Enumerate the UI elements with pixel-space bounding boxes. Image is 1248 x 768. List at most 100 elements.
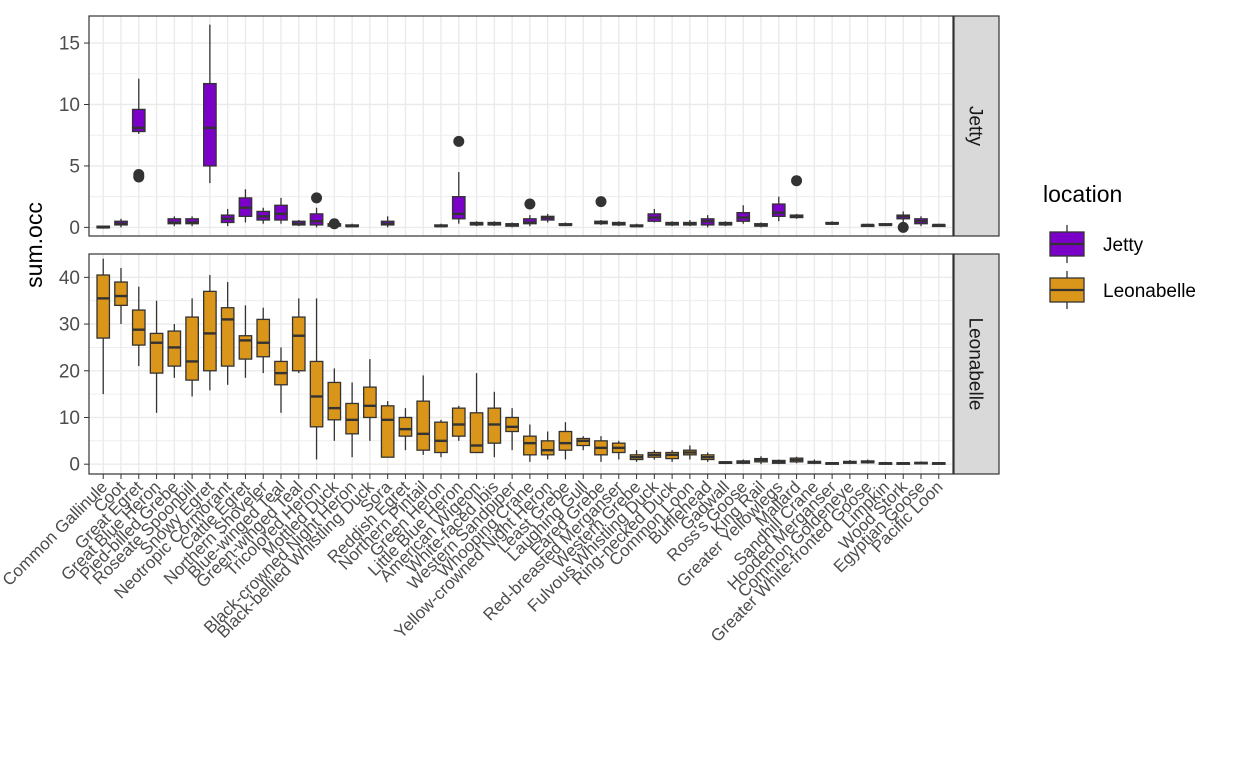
box-leonabelle-36: [736, 459, 751, 465]
box-body: [291, 316, 306, 372]
legend-key-jetty: [1049, 225, 1085, 263]
y-tick-label: 5: [69, 156, 80, 177]
box-body: [167, 218, 182, 225]
box-leonabelle-25: [540, 431, 555, 460]
box-body: [309, 360, 324, 428]
box-body: [96, 274, 111, 339]
legend: location Jetty Leonabelle: [1043, 181, 1196, 309]
box-leonabelle-20: [451, 405, 466, 441]
box-jetty-47: [931, 223, 946, 228]
box-body: [185, 218, 199, 225]
box-body: [380, 405, 395, 458]
box-leonabelle-7: [220, 282, 235, 385]
box-jetty-21: [469, 221, 484, 227]
box-jetty-11: [291, 220, 306, 227]
box-jetty-24: [523, 215, 537, 227]
box-body: [523, 435, 537, 456]
box-body: [131, 309, 146, 346]
box-jetty-39: [789, 213, 804, 219]
box-leonabelle-35: [718, 461, 733, 465]
box-body: [274, 204, 288, 221]
box-leonabelle-46: [914, 461, 928, 465]
box-jetty-6: [203, 24, 217, 184]
box-body: [203, 82, 217, 167]
box-leonabelle-28: [594, 436, 608, 462]
box-jetty-41: [825, 221, 839, 225]
box-leonabelle-40: [807, 459, 822, 465]
legend-label: Leonabelle: [1103, 281, 1196, 302]
box-leonabelle-2: [131, 286, 146, 367]
legend-label: Jetty: [1103, 235, 1144, 256]
box-leonabelle-42: [843, 459, 857, 465]
box-leonabelle-5: [185, 298, 199, 397]
box-jetty-8: [238, 189, 253, 223]
box-leonabelle-27: [576, 436, 591, 451]
box-body: [185, 316, 199, 381]
box-leonabelle-47: [931, 462, 946, 465]
box-body: [451, 196, 466, 220]
box-body: [220, 307, 235, 367]
box-leonabelle-39: [789, 456, 804, 464]
box-body: [558, 430, 573, 451]
y-tick-label: 20: [59, 361, 80, 382]
box-jetty-9: [256, 207, 271, 224]
box-leonabelle-29: [611, 440, 626, 460]
box-jetty-29: [611, 221, 626, 227]
legend-title: location: [1043, 181, 1122, 207]
box-body: [114, 281, 128, 307]
panel-border: [88, 15, 954, 237]
box-leonabelle-19: [434, 419, 448, 458]
box-jetty-36: [736, 205, 751, 224]
outlier-point: [328, 218, 340, 230]
box-leonabelle-43: [860, 459, 875, 464]
box-leonabelle-23: [505, 408, 519, 451]
box-leonabelle-15: [363, 359, 377, 441]
box-jetty-22: [487, 221, 502, 227]
box-body: [540, 440, 555, 456]
box-jetty-45: [896, 211, 911, 223]
box-leonabelle-31: [647, 450, 662, 460]
outlier-point: [897, 221, 909, 233]
box-leonabelle-24: [523, 424, 537, 462]
box-jetty-5: [185, 216, 199, 227]
box-leonabelle-45: [896, 462, 911, 465]
facet-strip-label: Jetty: [965, 106, 986, 147]
box-leonabelle-34: [700, 452, 715, 462]
box-jetty-10: [274, 197, 288, 224]
box-jetty-2: [131, 78, 146, 134]
facet-strip-label: Leonabelle: [965, 318, 986, 411]
box-jetty-19: [434, 223, 448, 228]
box-leonabelle-38: [771, 459, 786, 465]
box-body: [309, 213, 324, 226]
y-tick-label: 15: [59, 34, 80, 55]
box-jetty-26: [558, 222, 573, 227]
facet-strip-leonabelle: [953, 253, 1000, 475]
box-jetty-44: [878, 223, 893, 227]
y-tick-label: 10: [59, 408, 80, 429]
box-jetty-33: [683, 220, 697, 227]
y-axis-title: sum.occ: [21, 202, 47, 288]
box-body: [327, 381, 342, 421]
y-tick-label: 0: [69, 218, 80, 239]
box-jetty-1: [114, 218, 128, 228]
facet-strip-jetty: [953, 15, 1000, 237]
y-tick-label: 30: [59, 315, 80, 336]
outlier-point: [791, 175, 803, 187]
box-body: [416, 400, 431, 451]
box-jetty-38: [771, 196, 786, 222]
outlier-point: [133, 169, 145, 181]
box-leonabelle-3: [149, 300, 164, 413]
box-leonabelle-13: [327, 368, 342, 441]
box-body: [469, 412, 484, 454]
box-body: [434, 421, 448, 454]
box-jetty-25: [540, 213, 555, 223]
box-leonabelle-22: [487, 391, 502, 458]
box-jetty-20: [451, 172, 466, 224]
box-body: [203, 290, 217, 372]
box-leonabelle-17: [398, 408, 413, 451]
box-leonabelle-12: [309, 298, 324, 460]
box-jetty-14: [345, 223, 359, 228]
box-jetty-32: [665, 221, 679, 227]
box-body: [451, 407, 466, 437]
box-body: [149, 332, 164, 374]
